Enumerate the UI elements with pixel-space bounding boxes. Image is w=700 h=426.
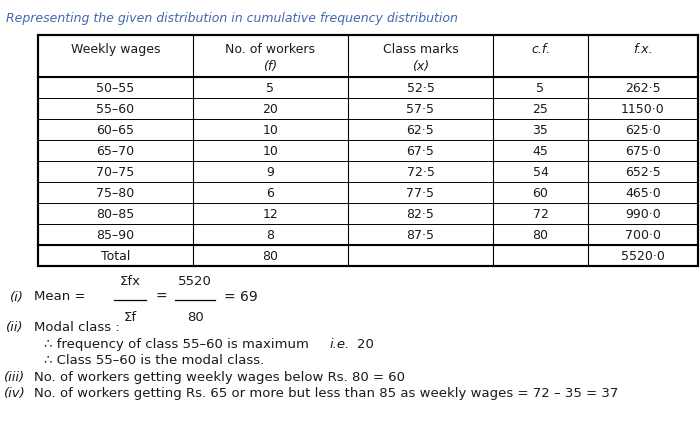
Text: 12: 12	[262, 207, 279, 221]
Text: 80: 80	[187, 310, 204, 323]
Text: 67·5: 67·5	[407, 145, 435, 158]
Text: 72: 72	[533, 207, 548, 221]
Text: 10: 10	[262, 124, 279, 137]
Text: = 69: = 69	[224, 289, 258, 303]
Text: f.x.: f.x.	[634, 43, 652, 56]
Text: No. of workers getting Rs. 65 or more but less than 85 as weekly wages = 72 – 35: No. of workers getting Rs. 65 or more bu…	[34, 386, 618, 399]
Text: c.f.: c.f.	[531, 43, 550, 56]
Text: 50–55: 50–55	[97, 82, 134, 95]
Text: 465·0: 465·0	[625, 187, 661, 199]
Text: 82·5: 82·5	[407, 207, 435, 221]
Text: 262·5: 262·5	[625, 82, 661, 95]
Text: 57·5: 57·5	[407, 103, 435, 116]
Text: Weekly wages: Weekly wages	[71, 43, 160, 56]
Text: ∴ frequency of class 55–60 is maximum: ∴ frequency of class 55–60 is maximum	[44, 337, 313, 350]
Text: 54: 54	[533, 166, 548, 178]
Text: 77·5: 77·5	[407, 187, 435, 199]
Text: Σfx: Σfx	[120, 274, 141, 287]
Text: No. of workers getting weekly wages below Rs. 80 = 60: No. of workers getting weekly wages belo…	[34, 370, 405, 383]
Text: (i): (i)	[10, 290, 24, 303]
Text: 80–85: 80–85	[97, 207, 134, 221]
Text: 20: 20	[262, 103, 279, 116]
Text: (iii): (iii)	[4, 370, 25, 383]
Text: ∴ Class 55–60 is the modal class.: ∴ Class 55–60 is the modal class.	[44, 353, 265, 366]
Text: 1150·0: 1150·0	[621, 103, 665, 116]
Text: =: =	[155, 289, 167, 303]
Text: 75–80: 75–80	[97, 187, 134, 199]
Text: 5: 5	[267, 82, 274, 95]
Text: 85–90: 85–90	[97, 228, 134, 242]
Text: 87·5: 87·5	[407, 228, 435, 242]
Text: 70–75: 70–75	[97, 166, 134, 178]
Text: 72·5: 72·5	[407, 166, 435, 178]
Text: 25: 25	[533, 103, 548, 116]
Text: 625·0: 625·0	[625, 124, 661, 137]
Text: 80: 80	[262, 249, 279, 262]
Text: 62·5: 62·5	[407, 124, 435, 137]
Text: 9: 9	[267, 166, 274, 178]
Text: i.e.: i.e.	[330, 337, 350, 350]
Text: 5: 5	[536, 82, 545, 95]
Text: 20: 20	[357, 337, 374, 350]
Text: 652·5: 652·5	[625, 166, 661, 178]
Text: 80: 80	[533, 228, 549, 242]
Text: 52·5: 52·5	[407, 82, 435, 95]
Text: No. of workers: No. of workers	[225, 43, 316, 56]
Text: 8: 8	[267, 228, 274, 242]
Text: 60: 60	[533, 187, 548, 199]
Text: 675·0: 675·0	[625, 145, 661, 158]
Text: 990·0: 990·0	[625, 207, 661, 221]
Text: 60–65: 60–65	[97, 124, 134, 137]
Text: 45: 45	[533, 145, 548, 158]
Text: 35: 35	[533, 124, 548, 137]
Text: 5520·0: 5520·0	[621, 249, 665, 262]
Text: Representing the given distribution in cumulative frequency distribution: Representing the given distribution in c…	[6, 12, 458, 25]
Text: 5520: 5520	[178, 274, 212, 287]
Text: (iv): (iv)	[4, 386, 26, 399]
Text: 65–70: 65–70	[97, 145, 134, 158]
Text: (ii): (ii)	[6, 320, 24, 333]
Text: Class marks: Class marks	[383, 43, 458, 56]
Text: Modal class :: Modal class :	[34, 320, 120, 333]
Text: Σf: Σf	[123, 310, 136, 323]
Text: 55–60: 55–60	[97, 103, 134, 116]
Text: 10: 10	[262, 145, 279, 158]
Text: Total: Total	[101, 249, 130, 262]
Bar	[38, 36, 698, 266]
Text: Mean =: Mean =	[34, 290, 85, 303]
Text: 6: 6	[267, 187, 274, 199]
Text: (f): (f)	[263, 60, 278, 72]
Text: 700·0: 700·0	[625, 228, 661, 242]
Text: (x): (x)	[412, 60, 429, 72]
